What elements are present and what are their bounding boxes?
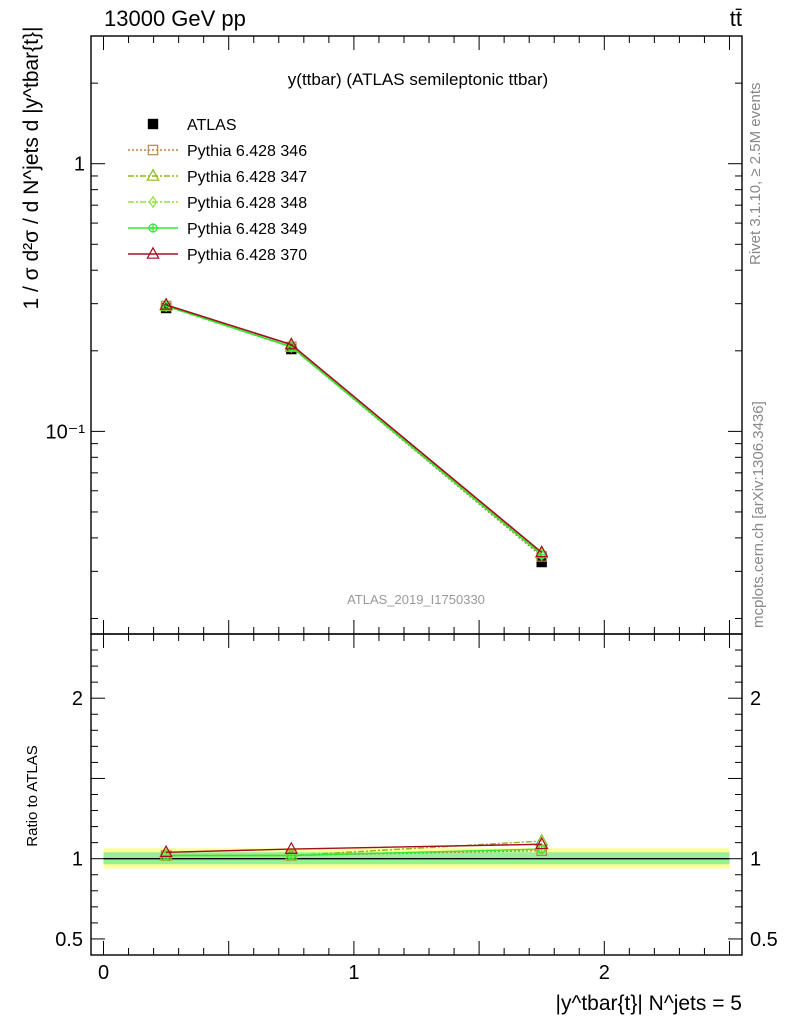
ratio-point-2-0 bbox=[161, 849, 171, 862]
main-series-line-1 bbox=[165, 305, 543, 558]
ratio-ytick-label-right-2: 0.5 bbox=[750, 929, 778, 951]
legend-marker-0 bbox=[147, 118, 159, 130]
main-series-line-3 bbox=[165, 305, 543, 556]
main-series-line-5 bbox=[165, 304, 543, 554]
legend-label-3: Pythia 6.428 348 bbox=[187, 195, 307, 212]
legend-label-4: Pythia 6.428 349 bbox=[187, 221, 307, 238]
main-point-3-1 bbox=[287, 340, 296, 354]
rivet-label: Rivet 3.1.10, ≥ 2.5M events bbox=[747, 83, 764, 266]
ratio-point-3-0 bbox=[161, 850, 171, 861]
main-point-5-0 bbox=[159, 297, 173, 310]
main-point-5-1 bbox=[284, 337, 299, 350]
main-ytick-label-1: 10⁻¹ bbox=[46, 421, 86, 443]
ratio-ytick-label-left-2: 0.5 bbox=[55, 929, 83, 951]
main-series-line-4 bbox=[165, 305, 543, 556]
plot-title: y(ttbar) (ATLAS semileptonic ttbar) bbox=[288, 70, 548, 89]
energy-label: 13000 GeV pp bbox=[104, 6, 246, 31]
ratio-ytick-label-right-1: 1 bbox=[750, 849, 761, 871]
legend-marker-4 bbox=[148, 223, 158, 233]
legend-label-5: Pythia 6.428 370 bbox=[187, 247, 307, 264]
ratio-point-4-1 bbox=[284, 841, 299, 854]
main-series-line-2 bbox=[165, 305, 543, 555]
legend-marker-2 bbox=[146, 168, 160, 181]
legend-label-0: ATLAS bbox=[187, 117, 237, 134]
main-point-3-0 bbox=[161, 299, 171, 313]
ratio-ytick-label-left-0: 2 bbox=[72, 688, 83, 710]
legend-marker-3 bbox=[148, 195, 158, 209]
ratio-ytick-label-right-0: 2 bbox=[750, 688, 761, 710]
ratio-point-4-0 bbox=[159, 844, 173, 858]
legend-label-2: Pythia 6.428 347 bbox=[187, 169, 307, 186]
ratio-ytick-label-left-1: 1 bbox=[72, 849, 83, 871]
ratio-ylabel: Ratio to ATLAS bbox=[24, 745, 41, 846]
process-label: tt̄ bbox=[730, 6, 742, 31]
ratio-point-2-2 bbox=[537, 842, 546, 856]
ratio-point-4-2 bbox=[534, 836, 549, 850]
main-point-0-2 bbox=[536, 556, 547, 568]
ratio-point-3-2 bbox=[537, 844, 547, 854]
analysis-watermark: ATLAS_2019_I1750330 bbox=[347, 592, 485, 607]
ratio-xtick-label-1: 1 bbox=[348, 962, 359, 984]
ratio-xtick-label-0: 0 bbox=[98, 962, 109, 984]
main-point-5-2 bbox=[534, 544, 549, 558]
legend-marker-1 bbox=[147, 144, 159, 156]
ratio-series-line-4 bbox=[166, 843, 542, 853]
ratio-xtick-label-2: 2 bbox=[599, 962, 610, 984]
ratio-xlabel: |y^tbar{t}| N^jets = 5 bbox=[556, 992, 742, 1015]
mcplots-label: mcplots.cern.ch [arXiv:1306.3436] bbox=[750, 401, 767, 628]
legend-label-1: Pythia 6.428 346 bbox=[187, 143, 307, 160]
main-ytick-label-0: 1 bbox=[74, 154, 85, 176]
ratio-plot-frame bbox=[90, 633, 743, 956]
main-ylabel: 1 / σ d²σ / d N^jets d |y^tbar{t}| bbox=[20, 27, 43, 310]
legend-marker-5 bbox=[146, 246, 160, 259]
